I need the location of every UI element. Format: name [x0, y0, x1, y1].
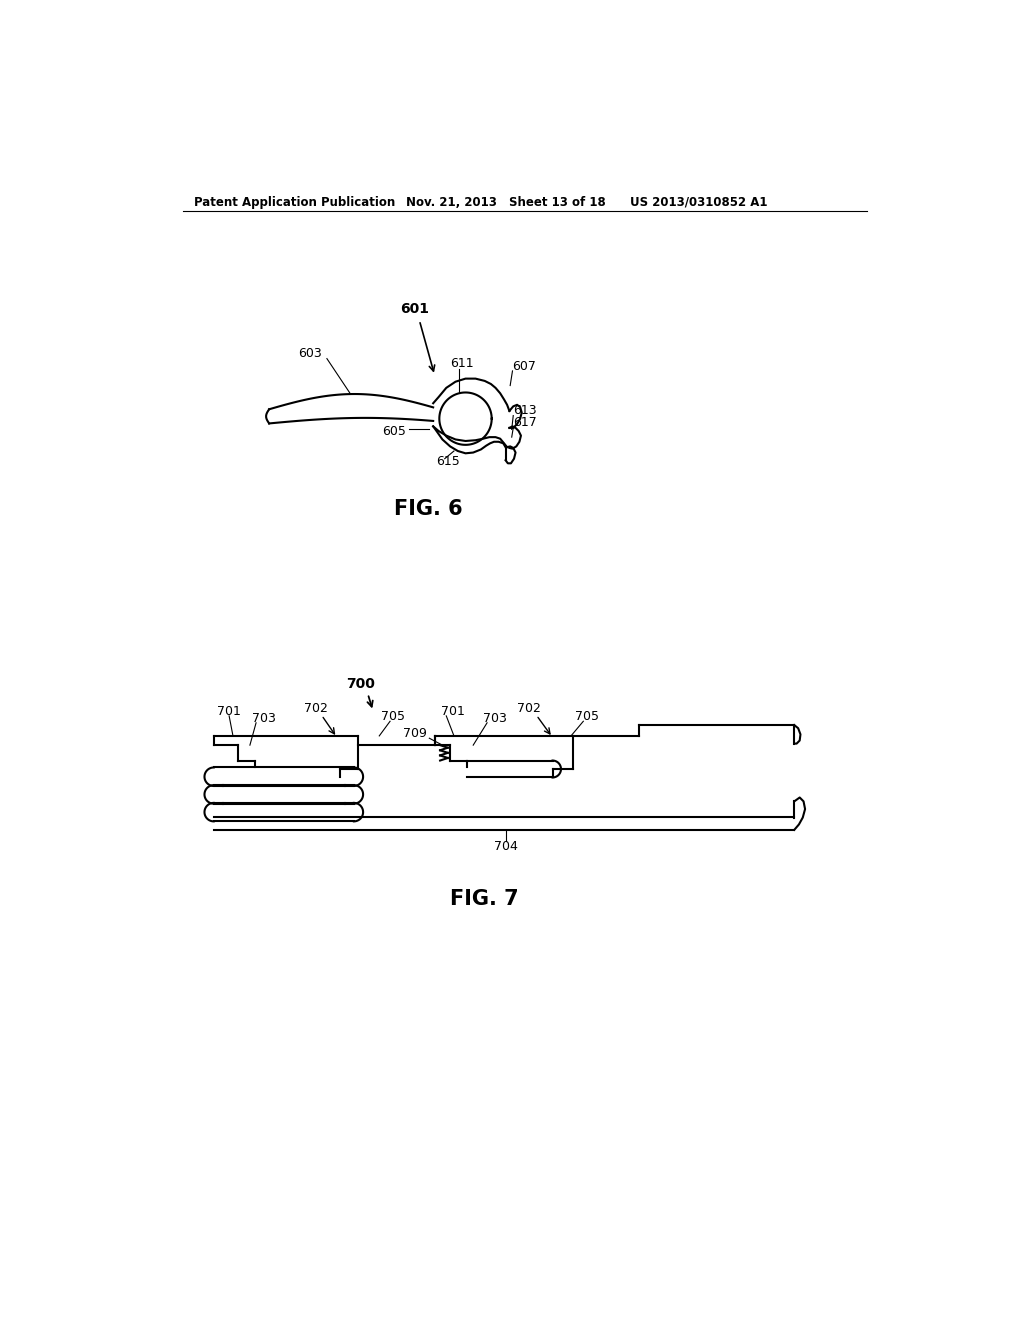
Text: FIG. 6: FIG. 6 [394, 499, 463, 519]
Text: 703: 703 [252, 711, 276, 725]
Text: 702: 702 [304, 702, 328, 715]
Text: Nov. 21, 2013: Nov. 21, 2013 [407, 195, 497, 209]
Text: 705: 705 [574, 710, 599, 723]
Text: 603: 603 [298, 347, 322, 360]
Text: 615: 615 [436, 455, 460, 469]
Text: US 2013/0310852 A1: US 2013/0310852 A1 [630, 195, 767, 209]
Text: FIG. 7: FIG. 7 [451, 890, 519, 909]
Text: 611: 611 [451, 358, 474, 371]
Text: 700: 700 [346, 677, 375, 692]
Text: 701: 701 [217, 705, 241, 718]
Text: 601: 601 [400, 301, 429, 315]
Text: Sheet 13 of 18: Sheet 13 of 18 [509, 195, 606, 209]
Text: 704: 704 [495, 840, 518, 853]
Text: 613: 613 [513, 404, 537, 417]
Text: 607: 607 [512, 360, 537, 372]
Text: 605: 605 [382, 425, 407, 438]
Text: 701: 701 [441, 705, 465, 718]
Text: Patent Application Publication: Patent Application Publication [194, 195, 395, 209]
Text: 617: 617 [513, 416, 537, 429]
Text: 705: 705 [381, 710, 404, 723]
Text: 702: 702 [517, 702, 541, 715]
Text: 709: 709 [403, 727, 427, 741]
Text: 703: 703 [483, 711, 507, 725]
